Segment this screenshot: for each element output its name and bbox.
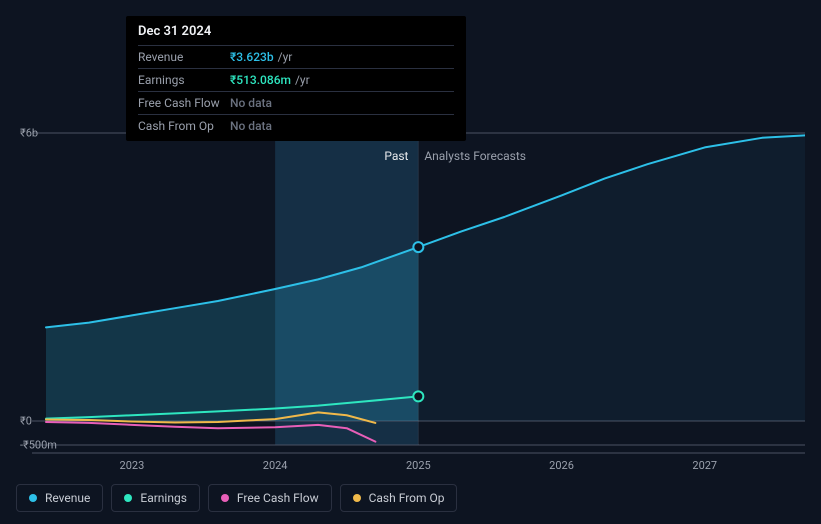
x-axis-label: 2027 <box>692 459 717 472</box>
tooltip-value: No data <box>230 119 272 133</box>
x-axis-label: 2026 <box>549 459 574 472</box>
legend-dot-icon <box>29 494 37 502</box>
x-axis-label: 2025 <box>406 459 431 472</box>
region-label-past: Past <box>384 149 408 163</box>
y-axis-label: -₹500m <box>20 439 57 452</box>
tooltip-metric: Earnings <box>138 73 230 87</box>
legend-dot-icon <box>221 494 229 502</box>
legend-dot-icon <box>124 494 132 502</box>
tooltip-metric: Revenue <box>138 50 230 64</box>
tooltip-metric: Cash From Op <box>138 119 230 133</box>
tooltip-value: ₹3.623b <box>230 50 274 64</box>
x-axis-label: 2024 <box>263 459 288 472</box>
tooltip-metric: Free Cash Flow <box>138 96 230 110</box>
tooltip-date: Dec 31 2024 <box>138 24 454 45</box>
tooltip-row: Earnings₹513.086m/yr <box>138 68 454 91</box>
x-axis-label: 2023 <box>120 459 145 472</box>
y-axis-label: ₹0 <box>20 415 32 428</box>
tooltip-unit: /yr <box>278 50 293 64</box>
legend-free-cash-flow[interactable]: Free Cash Flow <box>208 484 332 512</box>
tooltip-value: ₹513.086m <box>230 73 291 87</box>
tooltip-row: Free Cash FlowNo data <box>138 91 454 114</box>
legend-label: Revenue <box>45 491 90 505</box>
chart-tooltip: Dec 31 2024 Revenue₹3.623b/yrEarnings₹51… <box>126 16 466 141</box>
y-axis-label: ₹6b <box>20 127 38 140</box>
earnings-revenue-chart <box>16 125 805 476</box>
tooltip-value: No data <box>230 96 272 110</box>
legend-earnings[interactable]: Earnings <box>111 484 200 512</box>
legend-label: Cash From Op <box>369 491 445 505</box>
legend-label: Earnings <box>140 491 187 505</box>
legend-dot-icon <box>353 494 361 502</box>
region-label-forecast: Analysts Forecasts <box>424 149 526 163</box>
legend-label: Free Cash Flow <box>237 491 319 505</box>
tooltip-row: Revenue₹3.623b/yr <box>138 45 454 68</box>
tooltip-unit: /yr <box>295 73 310 87</box>
chart-legend: Revenue Earnings Free Cash Flow Cash From O… <box>16 484 457 512</box>
chart-container: ₹6b ₹0 -₹500m 2023 2024 2025 2026 2027 Past Ana… <box>16 125 805 476</box>
legend-cash-from-op[interactable]: Cash From Op <box>340 484 458 512</box>
legend-revenue[interactable]: Revenue <box>16 484 103 512</box>
tooltip-row: Cash From OpNo data <box>138 114 454 137</box>
